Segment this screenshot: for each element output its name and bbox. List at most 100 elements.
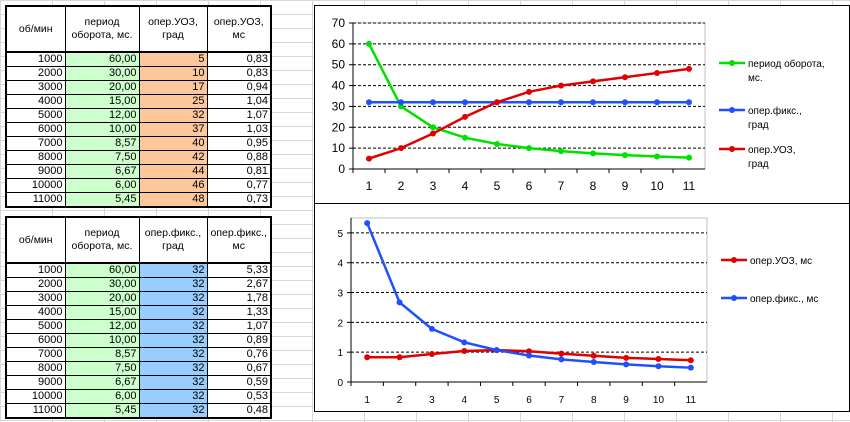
cell[interactable]: 6,00 <box>64 389 140 404</box>
cell[interactable]: 8000 <box>5 150 66 165</box>
cell[interactable]: 4000 <box>5 94 66 109</box>
cell[interactable]: 0,89 <box>206 333 272 348</box>
cell[interactable]: 8000 <box>5 361 66 376</box>
cell[interactable]: 0,95 <box>206 136 272 151</box>
cell[interactable]: 32 <box>138 403 208 419</box>
x-tick-label: 6 <box>526 179 533 193</box>
cell[interactable]: 30,00 <box>64 277 140 292</box>
cell[interactable]: 0,77 <box>206 178 272 193</box>
cell[interactable]: 0,81 <box>206 164 272 179</box>
legend-label-line2: град <box>748 159 769 170</box>
cell[interactable]: 0,67 <box>206 361 272 376</box>
cell[interactable]: 12,00 <box>64 319 140 334</box>
cell[interactable]: 0,83 <box>206 66 272 81</box>
cell[interactable]: 1000 <box>5 51 66 67</box>
data-point <box>686 154 692 161</box>
cell[interactable]: 32 <box>138 262 208 278</box>
cell[interactable]: 42 <box>138 150 208 165</box>
cell[interactable]: 10,00 <box>64 333 140 348</box>
cell[interactable]: 32 <box>138 277 208 292</box>
cell[interactable]: 1,03 <box>206 122 272 137</box>
cell[interactable]: 7,50 <box>64 150 140 165</box>
legend-marker <box>729 60 735 66</box>
cell[interactable]: 2,67 <box>206 277 272 292</box>
cell[interactable]: 0,59 <box>206 375 272 390</box>
cell[interactable]: 10000 <box>5 389 66 404</box>
cell[interactable]: 17 <box>138 80 208 95</box>
cell[interactable]: 5,45 <box>64 192 140 208</box>
cell[interactable]: 0,48 <box>206 403 272 419</box>
cell[interactable]: 8,57 <box>64 347 140 362</box>
cell[interactable]: 32 <box>138 361 208 376</box>
data-point <box>493 347 500 354</box>
cell[interactable]: 44 <box>138 164 208 179</box>
cell[interactable]: 10,00 <box>64 122 140 137</box>
cell[interactable]: 1,07 <box>206 108 272 123</box>
cell[interactable]: 5 <box>138 51 208 67</box>
cell[interactable]: 9000 <box>5 375 66 390</box>
cell[interactable]: 5,45 <box>64 403 140 419</box>
cell[interactable]: 48 <box>138 192 208 208</box>
table-row: 10000 6,00 46 0,77 <box>5 178 272 193</box>
cell[interactable]: 3000 <box>5 291 66 306</box>
cell[interactable]: 10 <box>138 66 208 81</box>
cell[interactable]: 30,00 <box>64 66 140 81</box>
cell[interactable]: 32 <box>138 375 208 390</box>
cell[interactable]: 60,00 <box>64 262 140 278</box>
cell[interactable]: 15,00 <box>64 94 140 109</box>
cell[interactable]: 32 <box>138 347 208 362</box>
cell[interactable]: 11000 <box>5 403 66 419</box>
cell[interactable]: 0,53 <box>206 389 272 404</box>
cell[interactable]: 32 <box>138 319 208 334</box>
cell[interactable]: 6,67 <box>64 164 140 179</box>
x-tick-label: 4 <box>462 179 469 193</box>
cell[interactable]: 46 <box>138 178 208 193</box>
cell[interactable]: 0,83 <box>206 51 272 67</box>
cell[interactable]: 20,00 <box>64 80 140 95</box>
cell[interactable]: 1,07 <box>206 319 272 334</box>
chart-degrees[interactable]: 0 10 20 30 40 50 60 70 1 2 3 4 5 6 7 8 9 10 11 период оборо… <box>314 5 850 204</box>
cell[interactable]: 32 <box>138 108 208 123</box>
cell[interactable]: 6000 <box>5 122 66 137</box>
cell[interactable]: 12,00 <box>64 108 140 123</box>
cell[interactable]: 0,88 <box>206 150 272 165</box>
cell[interactable]: 0,73 <box>206 192 272 208</box>
cell[interactable]: 7,50 <box>64 361 140 376</box>
cell[interactable]: 6,67 <box>64 375 140 390</box>
cell[interactable]: 6000 <box>5 333 66 348</box>
cell[interactable]: 5,33 <box>206 262 272 278</box>
cell[interactable]: 32 <box>138 291 208 306</box>
cell[interactable]: 37 <box>138 122 208 137</box>
cell[interactable]: 11000 <box>5 192 66 208</box>
data-point <box>558 148 564 155</box>
cell[interactable]: 32 <box>138 389 208 404</box>
cell[interactable]: 1000 <box>5 262 66 278</box>
cell[interactable]: 5000 <box>5 108 66 123</box>
cell[interactable]: 0,76 <box>206 347 272 362</box>
cell[interactable]: 2000 <box>5 66 66 81</box>
cell[interactable]: 8,57 <box>64 136 140 151</box>
cell[interactable]: 25 <box>138 94 208 109</box>
cell[interactable]: 40 <box>138 136 208 151</box>
cell[interactable]: 1,04 <box>206 94 272 109</box>
cell[interactable]: 20,00 <box>64 291 140 306</box>
chart-milliseconds[interactable]: 0 1 2 3 4 5 1 2 3 4 5 6 7 8 9 10 11 опер.УОЗ, мс опер.фикс… <box>314 203 850 412</box>
cell[interactable]: 4000 <box>5 305 66 320</box>
y-tick-label: 60 <box>332 37 346 51</box>
cell[interactable]: 1,33 <box>206 305 272 320</box>
cell[interactable]: 0,94 <box>206 80 272 95</box>
cell[interactable]: 1,78 <box>206 291 272 306</box>
cell[interactable]: 3000 <box>5 80 66 95</box>
cell[interactable]: 5000 <box>5 319 66 334</box>
cell[interactable]: 9000 <box>5 164 66 179</box>
cell[interactable]: 60,00 <box>64 51 140 67</box>
cell[interactable]: 32 <box>138 305 208 320</box>
cell[interactable]: 15,00 <box>64 305 140 320</box>
cell[interactable]: 7000 <box>5 136 66 151</box>
cell[interactable]: 10000 <box>5 178 66 193</box>
cell[interactable]: 7000 <box>5 347 66 362</box>
cell[interactable]: 2000 <box>5 277 66 292</box>
cell[interactable]: 32 <box>138 333 208 348</box>
x-tick-label: 11 <box>683 179 696 193</box>
cell[interactable]: 6,00 <box>64 178 140 193</box>
